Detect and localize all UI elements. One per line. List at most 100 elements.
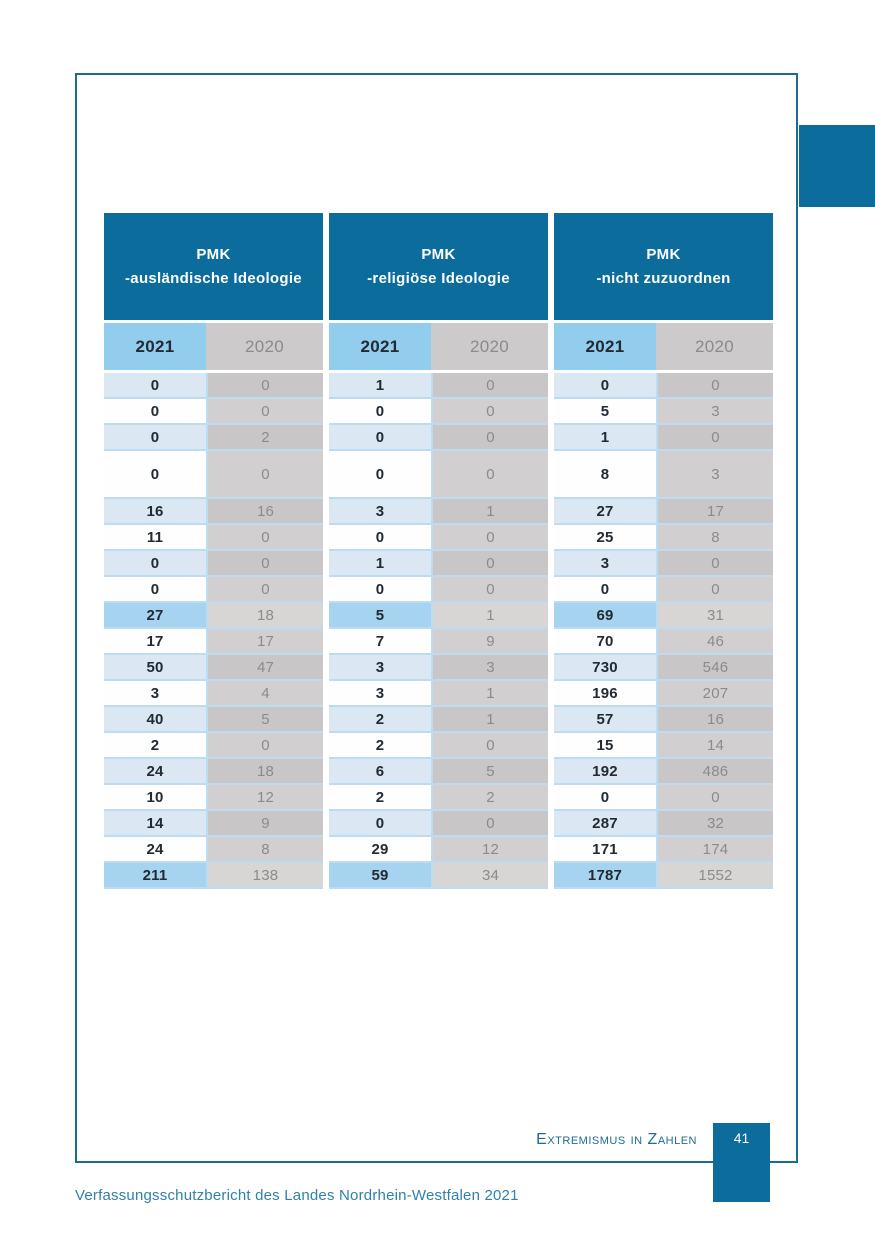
- cell-2020: 0: [431, 399, 548, 425]
- cell-2020: 0: [206, 525, 323, 551]
- cell-2020: 1: [431, 707, 548, 733]
- cell-2020: 8: [656, 525, 773, 551]
- cell-2021: 3: [554, 551, 656, 577]
- cell-2021: 1: [329, 373, 431, 399]
- cell-2020: 5: [206, 707, 323, 733]
- cell-2020: 0: [656, 785, 773, 811]
- cell-2021: 8: [554, 451, 656, 499]
- year-header-2021: 2021: [554, 323, 656, 370]
- cell-2020: 0: [206, 551, 323, 577]
- cell-2021: 29: [329, 837, 431, 863]
- cell-2021: 14: [104, 811, 206, 837]
- cell-2021: 0: [104, 373, 206, 399]
- cell-2020: 18: [206, 759, 323, 785]
- cell-2021: 287: [554, 811, 656, 837]
- cell-2020: 2: [431, 785, 548, 811]
- cell-2020: 0: [431, 577, 548, 603]
- cell-2020: 0: [431, 451, 548, 499]
- cell-2021: 2: [329, 733, 431, 759]
- year-header-2020: 2020: [431, 323, 548, 370]
- cell-2021: 27: [104, 603, 206, 629]
- cell-2021: 2: [329, 785, 431, 811]
- cell-2020: 12: [431, 837, 548, 863]
- cell-2021: 0: [554, 577, 656, 603]
- group-header: PMK -religiöse Ideologie: [329, 213, 548, 320]
- cell-2020: 0: [206, 577, 323, 603]
- cell-2020: 12: [206, 785, 323, 811]
- cell-2021: 0: [554, 373, 656, 399]
- cell-2020: 9: [431, 629, 548, 655]
- cell-2020: 0: [431, 373, 548, 399]
- cell-2020: 5: [431, 759, 548, 785]
- cell-2021: 192: [554, 759, 656, 785]
- cell-2020: 0: [431, 525, 548, 551]
- cell-2020: 9: [206, 811, 323, 837]
- cell-2021: 196: [554, 681, 656, 707]
- cell-2020: 1: [431, 499, 548, 525]
- group-header: PMK -nicht zuzuordnen: [554, 213, 773, 320]
- cell-2021: 0: [104, 451, 206, 499]
- cell-2021: 0: [329, 577, 431, 603]
- cell-2020: 16: [656, 707, 773, 733]
- cell-2021: 16: [104, 499, 206, 525]
- cell-2021: 2: [329, 707, 431, 733]
- cell-2020: 0: [656, 373, 773, 399]
- pmk-statistics-table: PMK -ausländische Ideologie PMK -religiöse …: [104, 213, 773, 889]
- cell-2020: 0: [656, 425, 773, 451]
- cell-2021: 0: [104, 577, 206, 603]
- cell-2021: 6: [329, 759, 431, 785]
- cell-2020: 46: [656, 629, 773, 655]
- cell-2021: 40: [104, 707, 206, 733]
- cell-2021: 0: [329, 425, 431, 451]
- cell-2021: 57: [554, 707, 656, 733]
- cell-2021: 25: [554, 525, 656, 551]
- cell-2021: 70: [554, 629, 656, 655]
- cell-2021: 2: [104, 733, 206, 759]
- page-number-box: 41: [713, 1123, 770, 1202]
- cell-2020: 0: [206, 733, 323, 759]
- cell-2021: 1: [554, 425, 656, 451]
- cell-2021: 0: [104, 425, 206, 451]
- cell-2020: 3: [431, 655, 548, 681]
- cell-2020: 3: [656, 399, 773, 425]
- cell-2020: 1552: [656, 863, 773, 889]
- cell-2020: 0: [431, 811, 548, 837]
- cell-2021: 5: [329, 603, 431, 629]
- cell-2020: 47: [206, 655, 323, 681]
- report-caption: Verfassungsschutzbericht des Landes Nord…: [75, 1187, 519, 1204]
- cell-2021: 24: [104, 837, 206, 863]
- cell-2020: 1: [431, 603, 548, 629]
- cell-2021: 7: [329, 629, 431, 655]
- cell-2021: 0: [329, 525, 431, 551]
- cell-2021: 3: [329, 681, 431, 707]
- cell-2021: 17: [104, 629, 206, 655]
- cell-2021: 27: [554, 499, 656, 525]
- cell-2021: 1: [329, 551, 431, 577]
- cell-2020: 207: [656, 681, 773, 707]
- cell-2020: 0: [431, 425, 548, 451]
- cell-2021: 3: [329, 655, 431, 681]
- group-title-line2: -ausländische Ideologie: [125, 269, 302, 287]
- cell-2020: 18: [206, 603, 323, 629]
- cell-2020: 16: [206, 499, 323, 525]
- cell-2020: 486: [656, 759, 773, 785]
- group-header: PMK -ausländische Ideologie: [104, 213, 323, 320]
- group-title-line1: PMK: [646, 245, 681, 263]
- cell-2020: 17: [656, 499, 773, 525]
- cell-2020: 1: [431, 681, 548, 707]
- page-border: [75, 73, 798, 1163]
- cell-2020: 14: [656, 733, 773, 759]
- cell-2021: 0: [329, 811, 431, 837]
- cell-2021: 0: [329, 451, 431, 499]
- year-header-2021: 2021: [104, 323, 206, 370]
- cell-2021: 0: [104, 551, 206, 577]
- cell-2021: 0: [554, 785, 656, 811]
- cell-2020: 138: [206, 863, 323, 889]
- cell-2021: 59: [329, 863, 431, 889]
- cell-2021: 0: [104, 399, 206, 425]
- cell-2020: 32: [656, 811, 773, 837]
- year-header-2021: 2021: [329, 323, 431, 370]
- cell-2020: 31: [656, 603, 773, 629]
- cell-2021: 3: [329, 499, 431, 525]
- cell-2021: 11: [104, 525, 206, 551]
